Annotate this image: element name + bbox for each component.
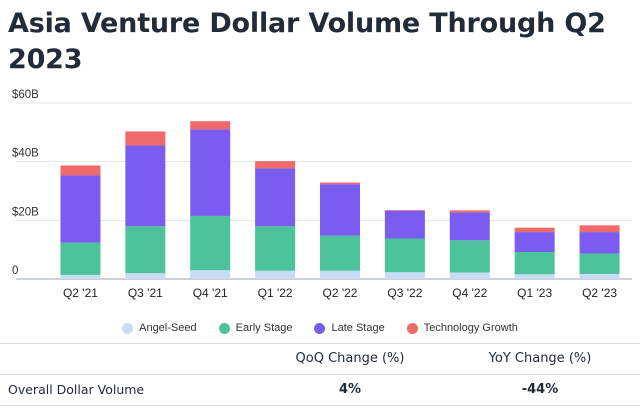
bar-segment-early-stage (579, 253, 620, 275)
bar-segment-angel-seed (320, 270, 360, 279)
x-tick-label: Q2 '22 (323, 286, 358, 300)
bar-segment-early-stage (449, 240, 490, 273)
bar-segment-angel-seed (125, 273, 166, 279)
bar-segment-late-stage (384, 210, 425, 239)
x-tick-label: Q1 '23 (517, 286, 552, 300)
header-qoq-change: QoQ Change (%) (295, 351, 405, 366)
legend-swatch-early-stage (218, 322, 230, 334)
x-tick-label: Q2 '21 (63, 286, 98, 300)
bar-segment-angel-seed (514, 274, 555, 279)
bar-segment-angel-seed (190, 270, 231, 279)
stacked-bar-chart: 0 $20B $40B $60B Q2 '21 Q3 '21 Q4 '21 Q1 '22 Q2 … (12, 89, 632, 300)
x-tick-label: Q2 '23 (582, 286, 617, 300)
legend-item-technology-growth: Technology Growth (406, 320, 518, 336)
bar-segment-technology-growth (384, 210, 425, 211)
yoy-change-value: -44% (521, 382, 559, 397)
bar-segment-angel-seed (255, 270, 296, 279)
x-tick-label: Q4 '21 (193, 286, 228, 300)
bar-segment-technology-growth (60, 165, 101, 176)
legend-swatch-late-stage (314, 322, 326, 334)
table-header-row: QoQ Change (%) YoY Change (%) (0, 343, 640, 374)
legend-label-late-stage: Late Stage (331, 322, 385, 334)
bar-segment-late-stage (190, 129, 231, 216)
bar-segment-late-stage (449, 212, 490, 241)
legend-item-late-stage: Late Stage (314, 320, 385, 336)
qoq-change-value: 4% (338, 382, 362, 397)
legend-swatch-technology-growth (406, 322, 418, 334)
change-table: QoQ Change (%) YoY Change (%) Overall Do… (0, 343, 640, 406)
bar-segment-late-stage (579, 232, 620, 254)
y-tick-label: 0 (12, 265, 18, 277)
legend-label-early-stage: Early Stage (235, 322, 293, 334)
header-yoy-change: YoY Change (%) (488, 351, 592, 366)
bar-segment-late-stage (255, 168, 296, 227)
row-label-overall-dollar-volume: Overall Dollar Volume (8, 382, 145, 397)
x-tick-label: Q3 '21 (128, 286, 163, 300)
bar-segment-late-stage (60, 175, 101, 243)
bar-segment-technology-growth (449, 210, 490, 213)
bar-segment-angel-seed (579, 274, 620, 279)
bar-segment-early-stage (60, 242, 101, 275)
bar-segment-technology-growth (579, 225, 620, 233)
bar-segment-early-stage (320, 235, 360, 271)
bar-segment-late-stage (514, 232, 555, 253)
bar-segment-early-stage (384, 238, 425, 273)
bar-segment-late-stage (320, 184, 360, 236)
bar-segment-early-stage (255, 226, 296, 271)
bar-segment-technology-growth (320, 182, 360, 185)
bar-segment-technology-growth (514, 227, 555, 233)
bar-segment-angel-seed (60, 274, 101, 279)
legend-item-early-stage: Early Stage (218, 320, 293, 336)
bar-segment-technology-growth (190, 121, 231, 130)
legend-swatch-angel-seed (122, 322, 134, 334)
y-tick-label: $20B (12, 206, 39, 218)
y-tick-label: $60B (12, 89, 39, 101)
bar-segment-technology-growth (255, 161, 296, 169)
bar-segment-angel-seed (449, 272, 490, 279)
legend-item-angel-seed: Angel-Seed (122, 320, 197, 336)
legend-label-technology-growth: Technology Growth (423, 322, 518, 334)
bar-segment-technology-growth (125, 131, 166, 146)
x-tick-label: Q4 '22 (452, 286, 487, 300)
x-tick-label: Q1 '22 (258, 286, 293, 300)
bar-segment-early-stage (190, 215, 231, 271)
bar-segment-late-stage (125, 145, 166, 227)
x-tick-label: Q3 '22 (387, 286, 422, 300)
bar-segment-angel-seed (384, 272, 425, 279)
legend-label-angel-seed: Angel-Seed (139, 322, 197, 334)
bar-segment-early-stage (514, 252, 555, 275)
chart-legend: Angel-Seed Early Stage Late Stage Techno… (0, 320, 640, 336)
chart-title: Asia Venture Dollar Volume Through Q2 20… (8, 8, 606, 75)
y-tick-label: $40B (12, 148, 39, 160)
bar-segment-early-stage (125, 226, 166, 274)
table-row: Overall Dollar Volume 4% -44% (0, 374, 640, 406)
